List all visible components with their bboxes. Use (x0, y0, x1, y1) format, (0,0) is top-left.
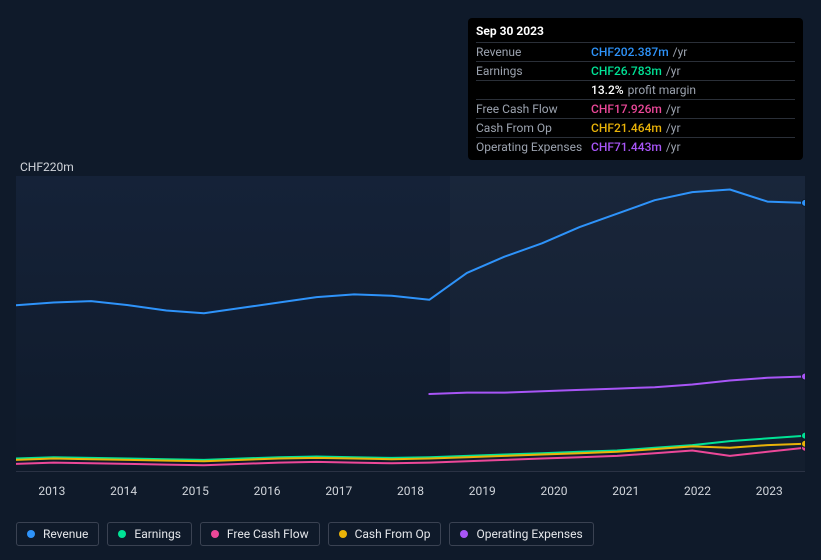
legend-item-earnings[interactable]: Earnings (107, 522, 192, 546)
x-axis-tick: 2013 (16, 484, 88, 498)
x-axis-tick: 2018 (375, 484, 447, 498)
legend-swatch (339, 530, 347, 538)
chart-tooltip: Sep 30 2023 RevenueCHF202.387m/yrEarning… (468, 18, 803, 160)
legend-swatch (118, 530, 126, 538)
x-axis-tick: 2022 (662, 484, 734, 498)
x-axis-tick: 2014 (88, 484, 160, 498)
tooltip-row-value: CHF17.926m/yr (591, 100, 795, 119)
legend-label: Earnings (134, 527, 181, 541)
x-axis-tick: 2023 (733, 484, 805, 498)
tooltip-row-value: CHF21.464m/yr (591, 119, 795, 138)
x-axis-tick: 2017 (303, 484, 375, 498)
legend-swatch (460, 530, 468, 538)
tooltip-row-label (476, 81, 591, 100)
series-end-marker-cfo (802, 440, 806, 447)
tooltip-row-label: Earnings (476, 62, 591, 81)
series-end-marker-revenue (802, 199, 806, 206)
series-end-marker-opex (802, 373, 806, 380)
x-axis-tick: 2015 (159, 484, 231, 498)
legend-swatch (27, 530, 35, 538)
legend-item-revenue[interactable]: Revenue (16, 522, 99, 546)
legend-swatch (211, 530, 219, 538)
legend-label: Cash From Op (355, 527, 431, 541)
tooltip-row-label: Revenue (476, 43, 591, 62)
legend-label: Revenue (43, 527, 88, 541)
legend-item-cfo[interactable]: Cash From Op (328, 522, 442, 546)
chart-legend: Revenue Earnings Free Cash Flow Cash From O… (16, 522, 594, 546)
y-axis-max-label: CHF220m (20, 160, 74, 174)
series-end-marker-earnings (802, 432, 806, 439)
line-chart[interactable] (16, 176, 805, 472)
legend-label: Operating Expenses (476, 527, 582, 541)
legend-item-fcf[interactable]: Free Cash Flow (200, 522, 320, 546)
x-axis-tick: 2020 (518, 484, 590, 498)
x-axis: 2013201420152016201720182019202020212022… (16, 484, 805, 498)
tooltip-row-label: Cash From Op (476, 119, 591, 138)
legend-label: Free Cash Flow (227, 527, 309, 541)
legend-item-opex[interactable]: Operating Expenses (449, 522, 593, 546)
x-axis-tick: 2016 (231, 484, 303, 498)
tooltip-row-value: CHF26.783m/yr (591, 62, 795, 81)
tooltip-row-value: CHF202.387m/yr (591, 43, 795, 62)
tooltip-row-label: Operating Expenses (476, 138, 591, 157)
x-axis-tick: 2021 (590, 484, 662, 498)
tooltip-table: RevenueCHF202.387m/yrEarningsCHF26.783m/… (476, 42, 795, 156)
x-axis-tick: 2019 (446, 484, 518, 498)
tooltip-row-value: 13.2%profit margin (591, 81, 795, 100)
tooltip-date: Sep 30 2023 (476, 24, 795, 38)
tooltip-row-label: Free Cash Flow (476, 100, 591, 119)
tooltip-row-value: CHF71.443m/yr (591, 138, 795, 157)
